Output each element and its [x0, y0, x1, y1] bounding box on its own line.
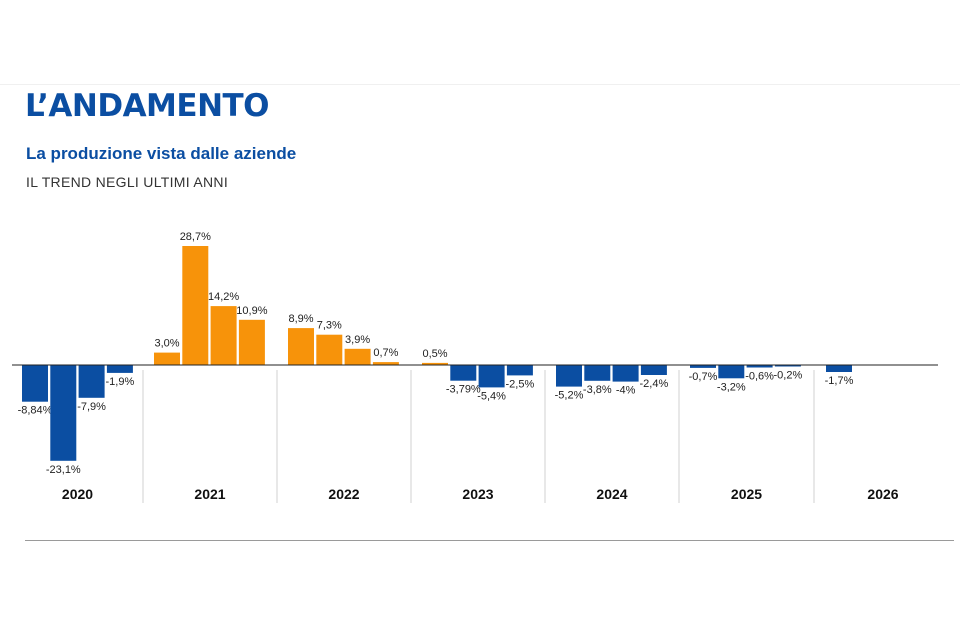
top-divider: [0, 84, 960, 85]
data-label: 14,2%: [208, 291, 239, 303]
bar-2022-4: [372, 362, 399, 365]
data-label: 3,9%: [345, 334, 370, 346]
bar-2021-2: [182, 246, 209, 365]
data-label: -7,9%: [77, 401, 106, 413]
bar-2024-2: [584, 365, 611, 381]
data-label: -3,79%: [446, 384, 481, 396]
bar-2021-3: [210, 306, 237, 365]
bar-2020-4: [106, 365, 133, 373]
bar-2020-2: [50, 365, 77, 461]
bar-2023-1: [422, 362, 448, 365]
data-label: -4%: [616, 385, 636, 397]
year-label-2024: 2024: [596, 486, 627, 502]
bar-2023-3: [478, 365, 505, 388]
bar-2022-1: [288, 328, 314, 365]
data-label: 8,9%: [288, 313, 313, 325]
chart-kicker: IL TREND NEGLI ULTIMI ANNI: [26, 174, 229, 190]
bar-2025-3: [746, 365, 773, 368]
bar-2021-1: [154, 352, 180, 365]
data-label: -5,2%: [555, 390, 584, 402]
year-label-2023: 2023: [462, 486, 493, 502]
data-label: -0,6%: [745, 371, 774, 383]
bar-2022-2: [316, 334, 343, 365]
data-label: -8,84%: [18, 405, 53, 417]
data-label: -5,4%: [477, 390, 506, 402]
data-label: 0,7%: [373, 347, 398, 359]
bar-2021-4: [238, 319, 265, 365]
chart-subtitle: La produzione vista dalle aziende: [26, 144, 297, 163]
bar-2025-4: [774, 365, 801, 367]
bar-2020-3: [78, 365, 105, 398]
bar-2025-1: [690, 365, 716, 368]
data-label: -0,7%: [689, 371, 718, 383]
data-label: -23,1%: [46, 464, 81, 476]
bar-2020-1: [22, 365, 48, 402]
data-label: -2,5%: [506, 378, 535, 390]
bar-2025-2: [718, 365, 745, 379]
chart-title: L’ANDAMENTO: [25, 88, 270, 124]
data-label: -3,2%: [717, 381, 746, 393]
bar-2024-4: [640, 365, 667, 375]
data-label: -2,4%: [640, 378, 669, 390]
data-label: -3,8%: [583, 384, 612, 396]
data-label: 10,9%: [236, 305, 267, 317]
data-label: -0,2%: [774, 370, 803, 382]
data-label: -1,7%: [825, 375, 854, 387]
year-label-2020: 2020: [62, 486, 93, 502]
bar-2023-2: [450, 365, 477, 381]
data-label: 3,0%: [154, 338, 179, 350]
data-label: 0,5%: [422, 348, 447, 360]
bar-2022-3: [344, 348, 371, 365]
data-label: -1,9%: [106, 376, 135, 388]
year-label-2025: 2025: [731, 486, 762, 502]
data-label: 7,3%: [317, 320, 342, 332]
year-label-2021: 2021: [194, 486, 225, 502]
year-label-2022: 2022: [328, 486, 359, 502]
year-label-2026: 2026: [867, 486, 898, 502]
bar-2023-4: [506, 365, 533, 376]
bar-2026-1: [826, 365, 852, 372]
bar-2024-1: [556, 365, 582, 387]
data-label: 28,7%: [180, 231, 211, 243]
bottom-divider: [25, 540, 954, 541]
bar-2024-3: [612, 365, 639, 382]
